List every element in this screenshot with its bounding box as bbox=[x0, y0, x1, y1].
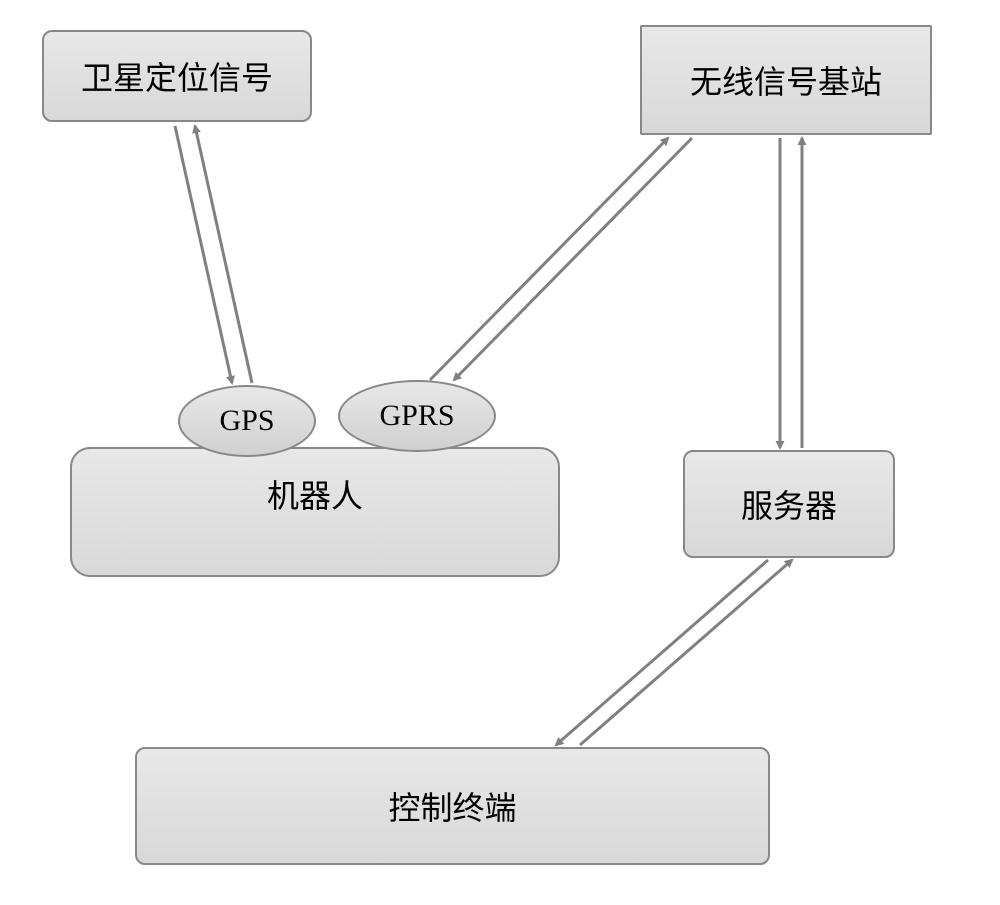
arrow-line bbox=[175, 126, 232, 383]
basestation-node: 无线信号基站 bbox=[640, 25, 932, 135]
arrow-line bbox=[580, 560, 792, 745]
terminal-label: 控制终端 bbox=[388, 783, 516, 829]
gps-label: GPS bbox=[219, 404, 274, 438]
robot-label: 机器人 bbox=[267, 471, 363, 517]
terminal-node: 控制终端 bbox=[135, 747, 770, 865]
arrow-line bbox=[556, 560, 768, 745]
basestation-label: 无线信号基站 bbox=[690, 57, 882, 103]
gprs-node: GPRS bbox=[338, 380, 496, 452]
server-label: 服务器 bbox=[741, 481, 837, 527]
server-node: 服务器 bbox=[683, 450, 895, 558]
satellite-label: 卫星定位信号 bbox=[81, 53, 273, 99]
gps-node: GPS bbox=[178, 385, 316, 457]
gprs-label: GPRS bbox=[379, 399, 454, 433]
arrow-line bbox=[195, 126, 252, 383]
satellite-node: 卫星定位信号 bbox=[42, 30, 312, 122]
arrow-line bbox=[454, 138, 692, 380]
arrow-line bbox=[430, 138, 668, 380]
robot-node: 机器人 bbox=[70, 447, 560, 577]
